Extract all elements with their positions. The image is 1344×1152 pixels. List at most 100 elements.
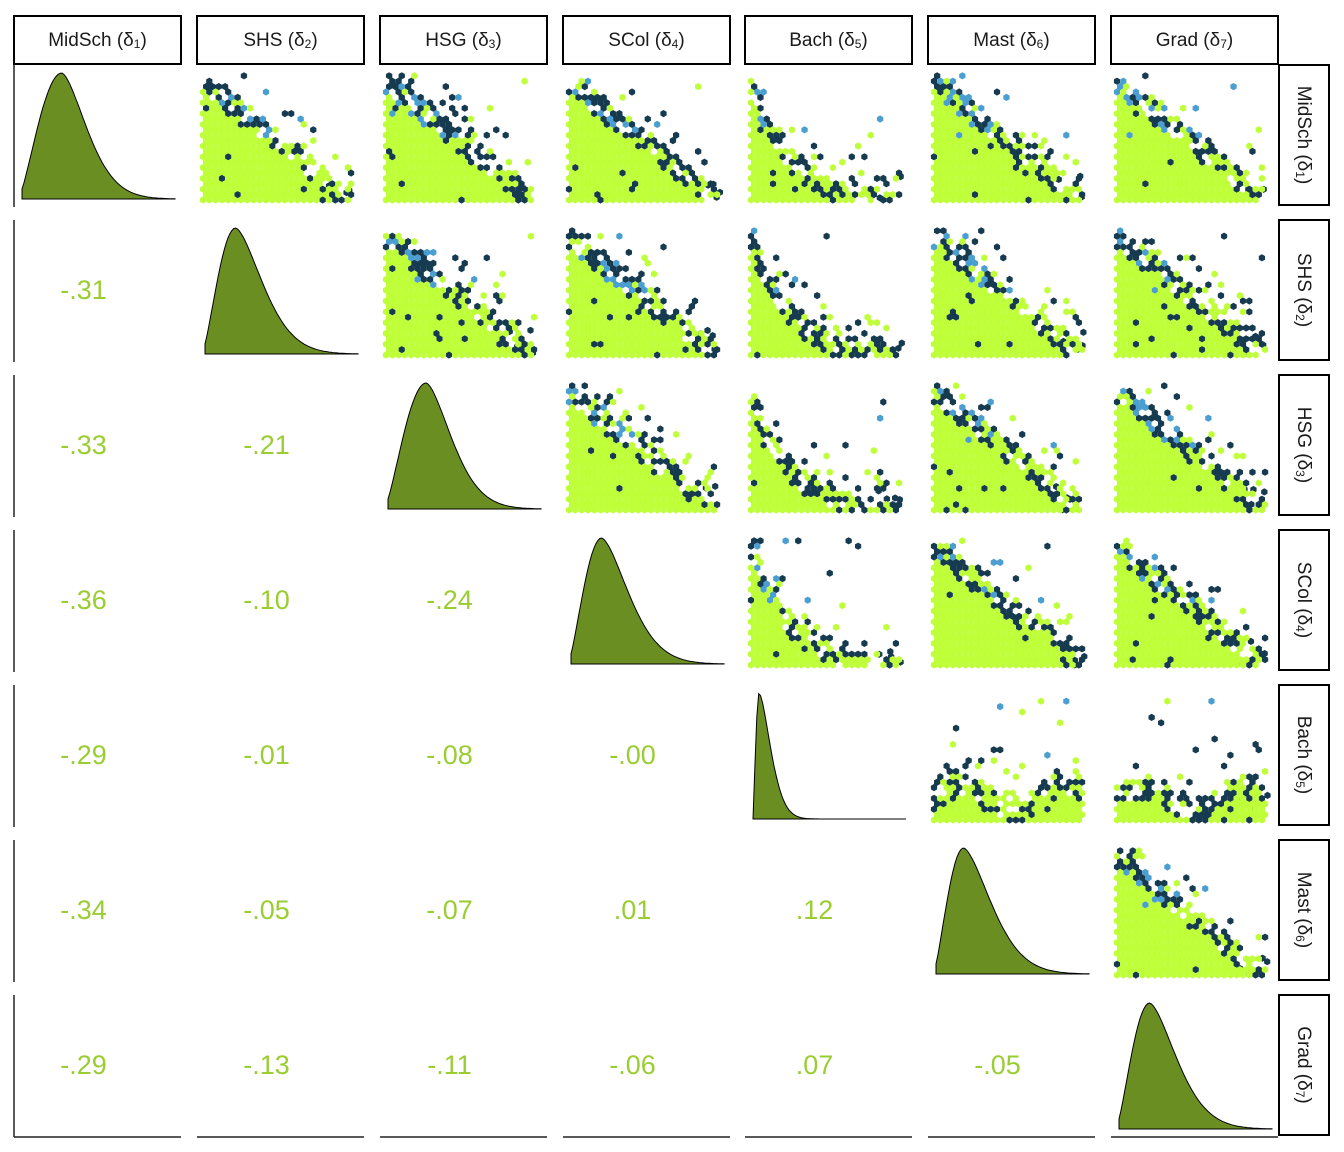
hexbin-high-density bbox=[1113, 697, 1269, 824]
hexbin-mid-density bbox=[937, 72, 1070, 139]
hexbin-high-density bbox=[1113, 387, 1269, 514]
hexbin-low-density bbox=[934, 227, 1087, 359]
density-scol bbox=[570, 537, 725, 665]
correlation-label: .12 bbox=[796, 895, 834, 925]
hexbin-shs-bach bbox=[747, 227, 905, 359]
hexbin-high-density bbox=[199, 88, 355, 204]
svg-text:MidSch (δ1): MidSch (δ1) bbox=[48, 30, 147, 52]
hexbin-hsg-grad bbox=[1113, 382, 1269, 514]
svg-text:SHS (δ2): SHS (δ2) bbox=[1293, 253, 1315, 327]
hexbin-mid-density bbox=[565, 387, 636, 438]
hexbin-high-density bbox=[1113, 243, 1269, 359]
column-strip-mast: Mast (δ6) bbox=[927, 15, 1096, 65]
hexbin-scol-bach bbox=[747, 537, 904, 669]
correlation-label: -.29 bbox=[60, 740, 107, 770]
correlation-label: .01 bbox=[614, 895, 652, 925]
hexbin-midsch-hsg bbox=[382, 72, 534, 204]
svg-text:Mast (δ6): Mast (δ6) bbox=[1293, 872, 1315, 948]
column-strip-shs: SHS (δ2) bbox=[196, 15, 365, 65]
hexbin-mid-density bbox=[1120, 387, 1212, 449]
density-shs bbox=[204, 227, 359, 355]
hexbin-low-density bbox=[382, 232, 538, 359]
hexbin-mid-density bbox=[578, 232, 648, 294]
correlation-label: -.11 bbox=[427, 1050, 472, 1080]
hexbin-mid-density bbox=[386, 238, 478, 289]
correlation-label: -.05 bbox=[974, 1050, 1021, 1080]
correlation-label: -.01 bbox=[243, 740, 290, 770]
density-grad bbox=[1118, 1002, 1273, 1130]
hexbin-high-density bbox=[747, 248, 893, 359]
row-strip-grad: Grad (δ7) bbox=[1278, 994, 1330, 1136]
svg-text:HSG (δ3): HSG (δ3) bbox=[1293, 407, 1315, 483]
correlation-label: .07 bbox=[796, 1050, 834, 1080]
hexbin-low-density bbox=[565, 227, 721, 359]
column-strip-scol: SCol (δ4) bbox=[562, 15, 731, 65]
hexbin-midsch-grad bbox=[1113, 72, 1267, 204]
hexbin-mast-grad bbox=[1113, 847, 1271, 979]
hexbin-high-density bbox=[930, 382, 1082, 514]
hexbin-low-density bbox=[203, 72, 355, 204]
correlation-label: -.34 bbox=[60, 895, 107, 925]
correlation-label: -.05 bbox=[243, 895, 290, 925]
hexbin-high-density bbox=[930, 77, 1082, 204]
hexbin-midsch-bach bbox=[747, 77, 904, 204]
hexbin-bach-grad bbox=[1113, 697, 1271, 824]
hexbin-low-density bbox=[747, 537, 904, 669]
svg-text:Grad (δ7): Grad (δ7) bbox=[1293, 1026, 1315, 1103]
hexbin-midsch-mast bbox=[930, 72, 1086, 204]
hexbin-high-density bbox=[747, 553, 903, 669]
correlation-label: -.31 bbox=[60, 275, 107, 305]
row-strip-midsch: MidSch (δ1) bbox=[1278, 64, 1330, 206]
hexbin-low-density bbox=[569, 382, 721, 510]
correlation-label: -.36 bbox=[60, 585, 107, 615]
hexbin-high-density bbox=[1113, 847, 1269, 979]
row-strip-bach: Bach (δ5) bbox=[1278, 684, 1330, 826]
svg-text:SCol (δ4): SCol (δ4) bbox=[608, 30, 684, 52]
density-mast bbox=[935, 847, 1090, 975]
row-strip-shs: SHS (δ2) bbox=[1278, 219, 1330, 361]
correlation-label: -.08 bbox=[426, 740, 473, 770]
column-strip-grad: Grad (δ7) bbox=[1110, 15, 1279, 65]
hexbin-high-density bbox=[565, 77, 721, 204]
correlation-label: -.33 bbox=[60, 430, 107, 460]
correlation-label: -.00 bbox=[609, 740, 656, 770]
hexbin-low-density bbox=[751, 83, 904, 204]
hexbin-low-density bbox=[747, 232, 905, 359]
hexbin-shs-grad bbox=[1113, 227, 1269, 359]
svg-text:Bach (δ5): Bach (δ5) bbox=[789, 30, 868, 52]
correlation-label: -.13 bbox=[243, 1050, 290, 1080]
column-strip-midsch: MidSch (δ1) bbox=[13, 15, 182, 65]
hexbin-low-density bbox=[1113, 542, 1269, 669]
hexbin-high-density bbox=[930, 238, 1086, 359]
hexbin-high-density bbox=[747, 393, 903, 514]
hexbin-high-density bbox=[382, 232, 538, 359]
correlation-label: -.10 bbox=[243, 585, 290, 615]
correlation-label: -.06 bbox=[609, 1050, 656, 1080]
hexbin-low-density bbox=[1113, 382, 1269, 514]
hexbin-shs-scol bbox=[565, 227, 721, 359]
svg-text:Bach (δ5): Bach (δ5) bbox=[1293, 716, 1315, 795]
correlation-label: -.21 bbox=[243, 430, 290, 460]
svg-text:Mast (δ6): Mast (δ6) bbox=[973, 30, 1049, 52]
hexbin-low-density bbox=[1113, 72, 1267, 202]
svg-text:SCol (δ4): SCol (δ4) bbox=[1293, 562, 1315, 638]
column-strip-hsg: HSG (δ3) bbox=[379, 15, 548, 65]
hexbin-high-density bbox=[747, 77, 899, 204]
hexbin-shs-hsg bbox=[382, 232, 538, 359]
svg-text:SHS (δ2): SHS (δ2) bbox=[243, 30, 317, 52]
hexbin-high-density bbox=[930, 697, 1086, 824]
hexbin-scol-grad bbox=[1113, 537, 1269, 669]
hexbin-hsg-scol bbox=[565, 382, 721, 514]
hexbin-mid-density bbox=[382, 83, 462, 139]
hexbin-high-density bbox=[565, 387, 717, 514]
hexbin-hsg-bach bbox=[747, 393, 903, 514]
hexbin-mid-density bbox=[930, 232, 1013, 294]
hexbin-midsch-scol bbox=[565, 77, 723, 204]
row-strip-mast: Mast (δ6) bbox=[1278, 839, 1330, 981]
hexbin-shs-mast bbox=[930, 227, 1087, 359]
hexbin-high-density bbox=[1113, 537, 1262, 669]
correlation-label: -.24 bbox=[426, 585, 473, 615]
svg-text:MidSch (δ1): MidSch (δ1) bbox=[1293, 86, 1315, 185]
hexbin-mid-density bbox=[1208, 697, 1215, 705]
